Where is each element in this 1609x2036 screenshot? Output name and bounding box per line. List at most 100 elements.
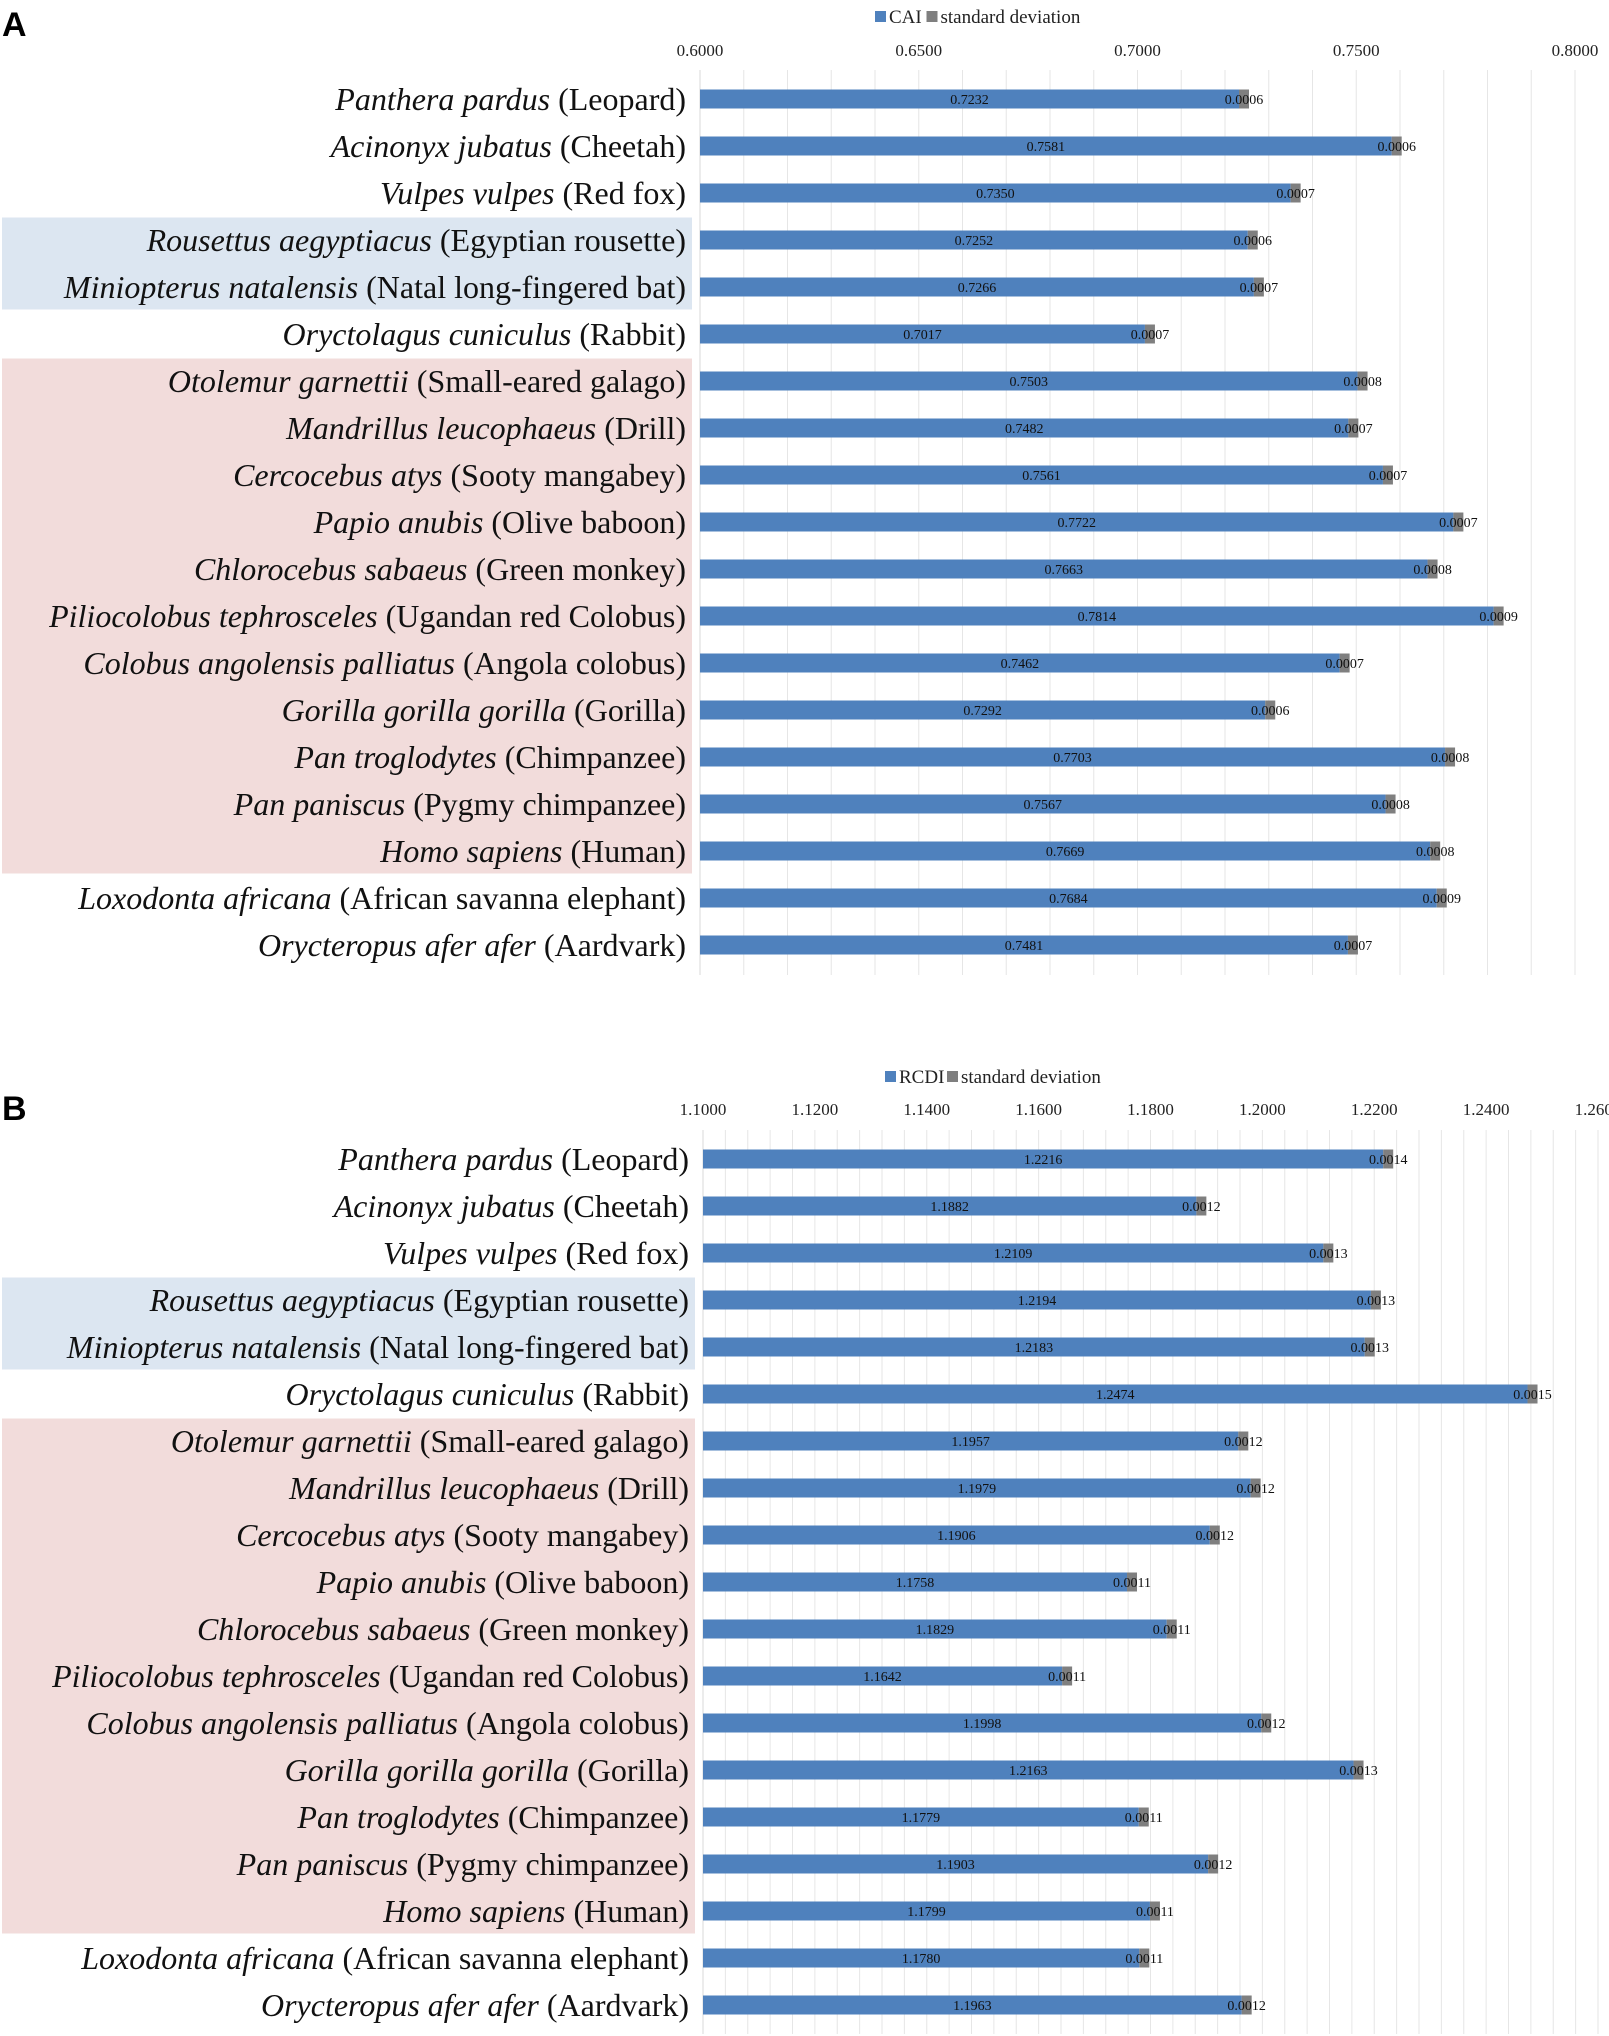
sd-data-label: 0.0009 (1479, 610, 1518, 625)
category-label: Miniopterus natalensis (Natal long-finge… (63, 269, 686, 305)
value-data-label: 0.7814 (1078, 610, 1117, 625)
species-name: Vulpes vulpes (383, 1235, 557, 1271)
sd-data-label: 0.0007 (1240, 281, 1279, 296)
species-name: Gorilla gorilla gorilla (285, 1752, 569, 1788)
sd-data-label: 0.0008 (1431, 751, 1470, 766)
panel-b: B 1.1000 1.1200 1.1400 1.1600 1.1800 1.2000 1.2… (2, 1067, 1609, 2034)
sd-data-label: 0.0011 (1125, 1811, 1163, 1826)
value-data-label: 1.2216 (1024, 1153, 1063, 1168)
value-bar (703, 1149, 1384, 1169)
value-data-label: 0.7481 (1005, 939, 1044, 954)
value-data-label: 0.7252 (955, 234, 994, 249)
sd-data-label: 0.0015 (1513, 1388, 1552, 1403)
category-label: Pan troglodytes (Chimpanzee) (296, 1799, 689, 1835)
sd-data-label: 0.0013 (1350, 1341, 1389, 1356)
species-name: Cercocebus atys (236, 1517, 445, 1553)
species-name: Chlorocebus sabaeus (194, 551, 467, 587)
species-name: Papio anubis (313, 504, 484, 540)
common-name: (Drill) (596, 410, 686, 446)
sd-data-label: 0.0012 (1224, 1435, 1263, 1450)
panel-letter: B (2, 1090, 27, 1128)
category-label: Pan paniscus (Pygmy chimpanzee) (236, 1846, 689, 1882)
species-name: Rousettus aegyptiacus (149, 1282, 435, 1318)
category-label: Homo sapiens (Human) (382, 1893, 689, 1929)
value-bar (703, 1666, 1063, 1686)
value-bar (700, 700, 1266, 720)
sd-bar (1347, 935, 1358, 955)
category-label: Panthera pardus (Leopard) (337, 1141, 689, 1177)
value-data-label: 0.7703 (1053, 751, 1092, 766)
x-tick-label: 0.6500 (895, 41, 942, 60)
value-data-label: 0.7232 (950, 93, 989, 108)
x-tick-label: 1.2400 (1463, 1100, 1510, 1119)
sd-bar (1430, 841, 1441, 861)
common-name: (Angola colobus) (455, 645, 686, 681)
common-name: (Chimpanzee) (500, 1799, 689, 1835)
sd-data-label: 0.0008 (1416, 845, 1455, 860)
value-bar (703, 1431, 1239, 1451)
category-label: Mandrillus leucophaeus (Drill) (285, 410, 686, 446)
sd-data-label: 0.0013 (1309, 1247, 1348, 1262)
species-name: Homo sapiens (382, 1893, 565, 1929)
legend-swatch-sd (926, 11, 938, 22)
sd-bar (1144, 324, 1155, 344)
common-name: (Olive baboon) (483, 504, 686, 540)
category-label: Piliocolobus tephrosceles (Ugandan red C… (51, 1658, 689, 1694)
common-name: (African savanna elephant) (332, 880, 686, 916)
category-label: Otolemur garnettii (Small-eared galago) (168, 363, 686, 399)
sd-bar (1357, 371, 1368, 391)
category-label: Oryctolagus cuniculus (Rabbit) (283, 316, 686, 352)
sd-bar (1436, 888, 1447, 908)
value-bar (703, 1619, 1167, 1639)
sd-data-label: 0.0008 (1343, 375, 1382, 390)
species-name: Cercocebus atys (233, 457, 442, 493)
value-data-label: 1.1779 (902, 1811, 941, 1826)
category-label: Colobus angolensis palliatus (Angola col… (86, 1705, 689, 1741)
value-bar (700, 888, 1437, 908)
value-data-label: 1.2474 (1096, 1388, 1135, 1403)
species-name: Homo sapiens (379, 833, 562, 869)
category-label: Panthera pardus (Leopard) (334, 81, 686, 117)
species-name: Oryctolagus cuniculus (283, 316, 572, 352)
common-name: (Pygmy chimpanzee) (405, 786, 686, 822)
value-bar (700, 841, 1431, 861)
value-data-label: 0.7669 (1046, 845, 1085, 860)
sd-data-label: 0.0011 (1153, 1623, 1191, 1638)
species-name: Mandrillus leucophaeus (288, 1470, 599, 1506)
sd-data-label: 0.0007 (1439, 516, 1478, 531)
sd-bar (1290, 183, 1301, 203)
category-label: Miniopterus natalensis (Natal long-finge… (66, 1329, 689, 1365)
category-label: Rousettus aegyptiacus (Egyptian rousette… (149, 1282, 689, 1318)
species-name: Otolemur garnettii (168, 363, 409, 399)
x-tick-label: 1.1400 (903, 1100, 950, 1119)
species-name: Oryctolagus cuniculus (286, 1376, 575, 1412)
species-name: Loxodonta africana (80, 1940, 334, 1976)
category-label: Gorilla gorilla gorilla (Gorilla) (285, 1752, 689, 1788)
value-data-label: 1.1998 (963, 1717, 1002, 1732)
value-bar (703, 1713, 1262, 1733)
value-data-label: 0.7684 (1049, 892, 1088, 907)
category-label: Pan troglodytes (Chimpanzee) (293, 739, 686, 775)
sd-bar (1261, 1713, 1272, 1733)
x-tick-label: 0.6000 (677, 41, 724, 60)
category-label: Loxodonta africana (African savanna elep… (77, 880, 686, 916)
value-bar (700, 512, 1454, 532)
category-label: Cercocebus atys (Sooty mangabey) (233, 457, 686, 493)
value-data-label: 1.2194 (1018, 1294, 1057, 1309)
legend-label-value: CAI (889, 7, 922, 28)
category-label: Papio anubis (Olive baboon) (316, 1564, 689, 1600)
value-data-label: 1.2109 (994, 1247, 1033, 1262)
category-label: Colobus angolensis palliatus (Angola col… (83, 645, 686, 681)
common-name: (Drill) (599, 1470, 689, 1506)
sd-bar (1383, 1149, 1394, 1169)
value-data-label: 1.1979 (958, 1482, 997, 1497)
x-tick-label: 1.1000 (680, 1100, 727, 1119)
sd-bar (1385, 794, 1396, 814)
common-name: (Red fox) (554, 175, 686, 211)
sd-data-label: 0.0007 (1369, 469, 1408, 484)
species-name: Orycteropus afer afer (261, 1987, 539, 2023)
sd-bar (1062, 1666, 1073, 1686)
value-bar (703, 1760, 1354, 1780)
value-data-label: 1.1957 (951, 1435, 990, 1450)
common-name: (Ugandan red Colobus) (381, 1658, 689, 1694)
